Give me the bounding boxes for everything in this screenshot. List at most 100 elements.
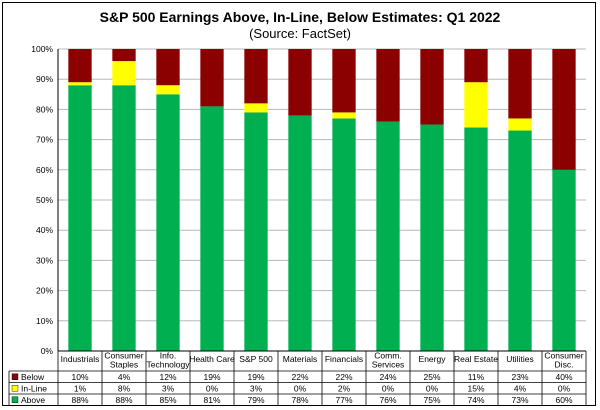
bar-above bbox=[508, 130, 532, 351]
bar-above bbox=[244, 112, 268, 351]
data-label: 3% bbox=[250, 383, 263, 393]
data-label: 3% bbox=[162, 383, 175, 393]
data-label: 81% bbox=[203, 395, 220, 405]
bar-above bbox=[156, 94, 180, 352]
bar-above bbox=[420, 124, 444, 351]
series-name: In-Line bbox=[21, 383, 47, 393]
data-label: 60% bbox=[555, 395, 572, 405]
y-tick-label: 90% bbox=[36, 74, 53, 84]
data-label: 12% bbox=[159, 372, 176, 382]
category-label: Consumer bbox=[104, 351, 143, 361]
y-tick-label: 30% bbox=[36, 255, 53, 265]
data-label: 19% bbox=[247, 372, 264, 382]
axis-layer: 0% 10% 20% 30% 40% 50% 60% 70% 80% 90% 100% bbox=[31, 44, 59, 356]
data-label: 4% bbox=[514, 383, 527, 393]
category-label: Services bbox=[372, 360, 405, 370]
data-label: 0% bbox=[558, 383, 571, 393]
data-label: 76% bbox=[379, 395, 396, 405]
bar-above bbox=[332, 118, 356, 352]
bar-above bbox=[464, 127, 488, 352]
grid-layer bbox=[58, 48, 586, 352]
series-name: Above bbox=[21, 395, 45, 405]
category-label: Info. bbox=[160, 351, 177, 361]
bar-layer bbox=[68, 49, 576, 352]
data-label: 75% bbox=[423, 395, 440, 405]
data-label: 15% bbox=[467, 383, 484, 393]
chart-subtitle: (Source: FactSet) bbox=[249, 26, 351, 41]
chart: S&P 500 Earnings Above, In-Line, Below E… bbox=[8, 9, 587, 406]
data-table: Industrials ConsumerStaplesInfo.Technolog… bbox=[8, 350, 587, 406]
data-label: 4% bbox=[118, 372, 131, 382]
bar-below bbox=[244, 49, 268, 104]
bar-in-line bbox=[112, 61, 136, 86]
y-tick-label: 0% bbox=[41, 346, 54, 356]
category-label: Financials bbox=[325, 354, 363, 364]
data-label: 73% bbox=[511, 395, 528, 405]
bar-below bbox=[68, 49, 92, 83]
data-label: 25% bbox=[423, 372, 440, 382]
data-label: 22% bbox=[291, 372, 308, 382]
data-label: 74% bbox=[467, 395, 484, 405]
data-label: 24% bbox=[379, 372, 396, 382]
y-tick-label: 80% bbox=[36, 104, 53, 114]
category-label: Materials bbox=[283, 354, 317, 364]
series-name: Below bbox=[21, 372, 45, 382]
bar-below bbox=[464, 49, 488, 83]
bar-below bbox=[552, 49, 576, 170]
data-label: 10% bbox=[71, 372, 88, 382]
bar-above bbox=[200, 106, 224, 351]
category-label: Utilities bbox=[506, 354, 533, 364]
y-tick-label: 40% bbox=[36, 225, 53, 235]
y-tick-label: 70% bbox=[36, 135, 53, 145]
bar-in-line bbox=[508, 118, 532, 131]
data-label: 0% bbox=[206, 383, 219, 393]
data-label: 78% bbox=[291, 395, 308, 405]
bar-below bbox=[200, 49, 224, 107]
data-label: 77% bbox=[335, 395, 352, 405]
legend-key bbox=[11, 396, 19, 403]
bar-below bbox=[332, 49, 356, 113]
category-label: Industrials bbox=[61, 354, 100, 364]
chart-frame: S&P 500 Earnings Above, In-Line, Below E… bbox=[2, 2, 596, 406]
category-label: Real Estate bbox=[454, 354, 498, 364]
bar-above bbox=[376, 121, 400, 351]
category-label: Comm. bbox=[374, 351, 401, 361]
data-label: 1% bbox=[74, 383, 87, 393]
legend-key bbox=[11, 385, 19, 392]
data-label: 85% bbox=[159, 395, 176, 405]
category-label: Health Care bbox=[189, 354, 235, 364]
chart-title: S&P 500 Earnings Above, In-Line, Below E… bbox=[100, 9, 501, 25]
data-label: 0% bbox=[294, 383, 307, 393]
bar-below bbox=[112, 49, 136, 62]
data-label: 0% bbox=[426, 383, 439, 393]
y-tick-label: 20% bbox=[36, 286, 53, 296]
data-label: 22% bbox=[335, 372, 352, 382]
y-tick-label: 60% bbox=[36, 165, 53, 175]
category-label: Disc. bbox=[555, 360, 574, 370]
category-label: S&P 500 bbox=[239, 354, 273, 364]
category-label: Energy bbox=[419, 354, 447, 364]
bar-above bbox=[68, 85, 92, 352]
bar-in-line bbox=[464, 82, 488, 128]
y-tick-label: 10% bbox=[36, 316, 53, 326]
data-label: 2% bbox=[338, 383, 351, 393]
category-label: Staples bbox=[110, 360, 138, 370]
bar-below bbox=[288, 49, 312, 116]
bar-in-line bbox=[332, 112, 356, 119]
category-label: Consumer bbox=[544, 351, 583, 361]
bar-above bbox=[112, 85, 136, 352]
bar-below bbox=[508, 49, 532, 119]
bar-in-line bbox=[244, 103, 268, 113]
bar-below bbox=[420, 49, 444, 125]
data-label: 88% bbox=[115, 395, 132, 405]
data-label: 40% bbox=[555, 372, 572, 382]
bar-below bbox=[376, 49, 400, 122]
data-label: 11% bbox=[468, 372, 485, 382]
bar-below bbox=[156, 49, 180, 86]
y-tick-label: 100% bbox=[31, 44, 53, 54]
data-label: 19% bbox=[203, 372, 220, 382]
y-tick-label: 50% bbox=[36, 195, 53, 205]
category-label: Technology bbox=[146, 360, 190, 370]
bar-in-line bbox=[156, 85, 180, 95]
legend-key bbox=[11, 373, 19, 380]
